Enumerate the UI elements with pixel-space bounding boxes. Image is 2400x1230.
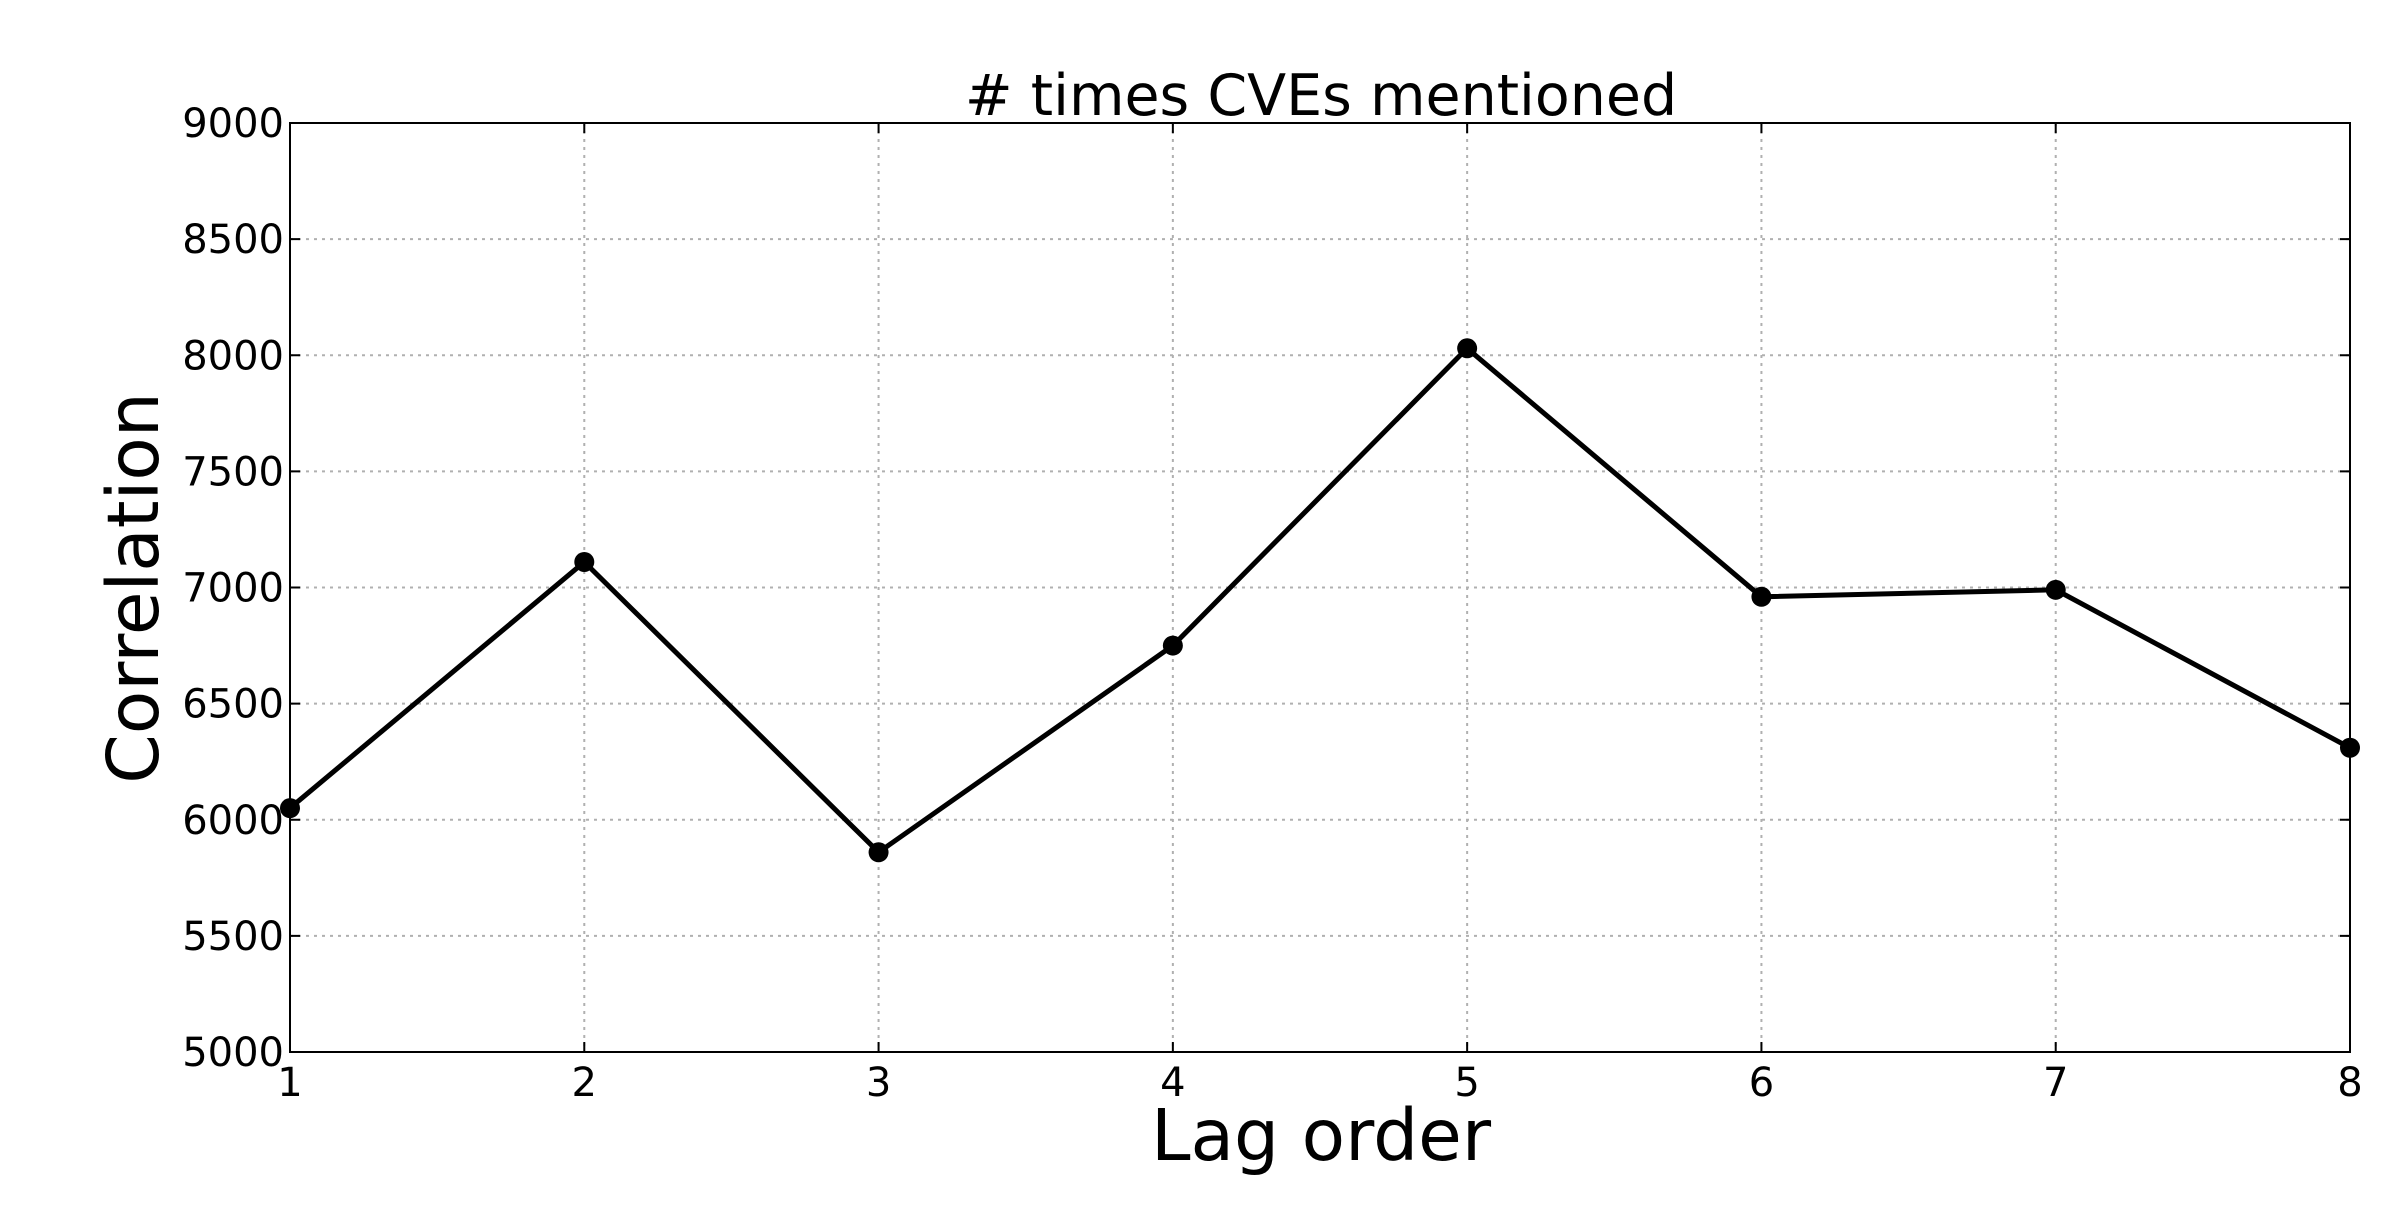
data-point <box>868 842 889 863</box>
x-tick-label: 6 <box>1749 1060 1774 1106</box>
y-tick-label: 5000 <box>182 1030 284 1076</box>
y-tick-label: 5500 <box>182 914 284 960</box>
x-tick-label: 4 <box>1160 1060 1185 1106</box>
x-tick-label: 7 <box>2043 1060 2068 1106</box>
x-tick-label: 2 <box>572 1060 597 1106</box>
data-point <box>1457 338 1478 359</box>
y-tick-label: 7000 <box>182 566 284 612</box>
x-tick-labels: 1 2 3 4 5 6 7 8 <box>277 1060 2362 1106</box>
y-tick-label: 9000 <box>182 101 284 147</box>
y-tick-label: 6500 <box>182 682 284 728</box>
y-tick-label: 8500 <box>182 217 284 263</box>
x-tick-label: 5 <box>1454 1060 1479 1106</box>
y-tick-labels: 5000 5500 6000 6500 7000 7500 8000 8500 9000 <box>182 101 284 1076</box>
data-point <box>1751 586 1772 607</box>
y-tick-label: 8000 <box>182 333 284 379</box>
series-group <box>280 338 2360 863</box>
data-point <box>574 551 595 572</box>
x-axis-label: Lag order <box>1151 1094 1492 1177</box>
chart-title: # times CVEs mentioned <box>965 63 1677 129</box>
data-point <box>2340 737 2360 758</box>
x-tick-label: 8 <box>2337 1060 2362 1106</box>
series-line <box>288 344 2352 856</box>
data-point <box>2045 579 2066 600</box>
data-point <box>1162 635 1183 656</box>
x-tick-label: 1 <box>277 1060 302 1106</box>
y-tick-label: 6000 <box>182 798 284 844</box>
x-tick-label: 3 <box>866 1060 891 1106</box>
y-axis-label: Correlation <box>92 392 175 784</box>
data-point <box>280 798 300 819</box>
tick-marks <box>289 122 2351 1053</box>
y-tick-label: 7500 <box>182 449 284 495</box>
